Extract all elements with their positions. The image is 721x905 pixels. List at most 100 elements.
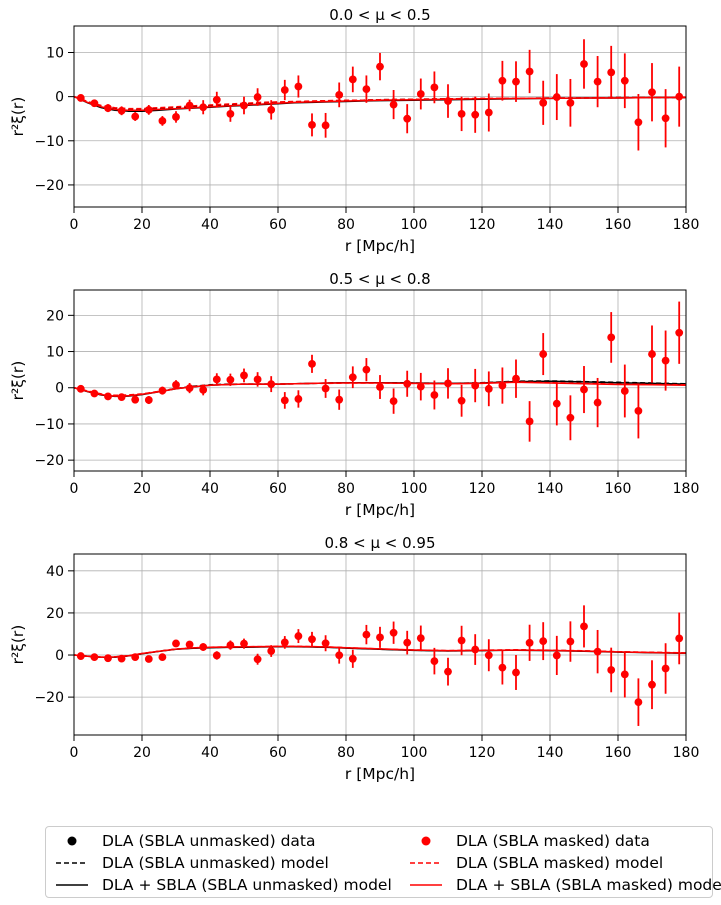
legend-entry-unmasked-data: DLA (SBLA unmasked) data [54, 830, 316, 852]
data-point [321, 639, 330, 648]
data-point [172, 380, 180, 389]
data-point [280, 396, 289, 405]
y-axis-label: r²ξ(r) [9, 97, 27, 137]
data-point [416, 634, 425, 643]
y-tick-label: 0 [55, 648, 64, 664]
y-axis-label: r²ξ(r) [9, 361, 27, 401]
legend-label: DLA + SBLA (SBLA unmasked) model [102, 876, 392, 894]
x-tick-label: 140 [537, 745, 564, 761]
data-point [484, 108, 493, 117]
x-tick-label: 60 [269, 481, 287, 497]
data-point [212, 95, 221, 104]
chart-panel-1: 0 20 40 60 80 100 120 140 160 180 −20 −10 0 10 0.0 < μ… [9, 6, 699, 255]
data-point [376, 383, 384, 391]
model-line-solid-red [74, 95, 686, 112]
data-point [566, 637, 575, 646]
x-tick-label: 80 [337, 217, 355, 233]
data-point [104, 392, 112, 401]
data-point [389, 628, 398, 637]
x-tick-label: 180 [673, 217, 700, 233]
data-point [335, 90, 344, 99]
data-point [648, 350, 656, 358]
data-point [240, 371, 248, 380]
data-point [362, 365, 371, 374]
data-point [185, 384, 194, 393]
y-tick-label: −20 [34, 178, 64, 194]
data-point [580, 622, 588, 631]
data-point [280, 86, 289, 94]
data-point [675, 92, 684, 101]
data-point [552, 93, 561, 101]
x-tick-label: 40 [201, 745, 219, 761]
data-point [185, 101, 194, 110]
legend-label: DLA (SBLA unmasked) data [102, 832, 316, 850]
legend-dashed-red [408, 852, 444, 874]
data-point [444, 379, 452, 388]
x-tick-label: 140 [537, 217, 564, 233]
x-axis-label: r [Mpc/h] [345, 237, 415, 255]
legend-solid-black [54, 874, 90, 896]
data-point [430, 83, 439, 92]
legend-entry-masked-model: DLA (SBLA masked) model [408, 852, 663, 874]
y-tick-label: −20 [34, 690, 64, 706]
data-point [620, 670, 629, 679]
data-point [457, 396, 466, 405]
legend-entry-unmasked-combined-model: DLA + SBLA (SBLA unmasked) model [54, 874, 392, 896]
data-point [444, 97, 452, 105]
data-point [648, 88, 656, 97]
data-point [226, 109, 235, 118]
data-point [675, 328, 684, 337]
legend-entry-unmasked-model: DLA (SBLA unmasked) model [54, 852, 329, 874]
x-tick-label: 60 [269, 217, 287, 233]
data-point [144, 396, 153, 404]
data-point [144, 105, 153, 114]
data-point [484, 651, 493, 660]
data-point [294, 632, 303, 640]
chart-panel-3: 0 20 40 60 80 100 120 140 160 180 −20 0 20 40 0.8 < μ … [9, 534, 699, 783]
data-point [185, 640, 194, 649]
data-point [335, 651, 344, 660]
data-point [403, 638, 412, 647]
data-point [525, 638, 534, 647]
data-point [253, 655, 262, 664]
data-point [158, 653, 167, 662]
data-point [661, 114, 670, 123]
x-tick-label: 20 [133, 745, 151, 761]
data-point [158, 386, 167, 395]
data-point [362, 85, 371, 94]
data-point [471, 645, 480, 654]
data-point [566, 413, 575, 422]
data-point [471, 110, 480, 119]
x-tick-label: 0 [70, 217, 79, 233]
data-point [484, 384, 493, 393]
data-point [648, 680, 656, 689]
axes-frame [73, 289, 687, 472]
data-point [308, 120, 316, 129]
data-point [634, 407, 643, 415]
data-point [376, 633, 384, 642]
data-point [199, 103, 208, 112]
x-tick-label: 160 [605, 217, 632, 233]
data-point [308, 635, 316, 644]
y-tick-label: −10 [34, 134, 64, 150]
y-axis-label: r²ξ(r) [9, 625, 27, 665]
legend-label: DLA (SBLA masked) data [456, 832, 650, 850]
x-tick-label: 0 [70, 481, 79, 497]
data-point [403, 114, 412, 123]
panel-title: 0.5 < μ < 0.8 [329, 270, 430, 288]
x-axis-label: r [Mpc/h] [345, 765, 415, 783]
model-line-dashed-red [74, 95, 686, 110]
data-point [348, 373, 357, 382]
legend: DLA (SBLA unmasked) data DLA (SBLA maske… [45, 826, 721, 898]
data-point [117, 654, 126, 663]
x-tick-label: 180 [673, 481, 700, 497]
data-point [389, 397, 398, 406]
data-point [634, 698, 643, 707]
x-tick-label: 140 [537, 481, 564, 497]
data-point [607, 666, 616, 674]
legend-dashed-black [54, 852, 90, 874]
legend-label: DLA (SBLA unmasked) model [102, 854, 329, 872]
x-tick-label: 20 [133, 481, 151, 497]
data-point [593, 647, 602, 656]
